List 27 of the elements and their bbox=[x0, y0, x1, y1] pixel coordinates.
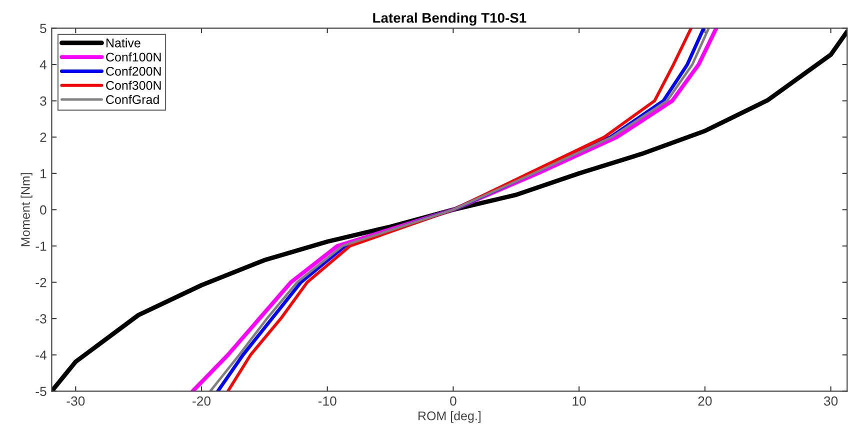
y-tick-label: -4 bbox=[36, 350, 46, 360]
x-tick-label: -10 bbox=[318, 396, 336, 406]
x-tick-label: -20 bbox=[192, 396, 211, 406]
chart-title: Lateral Bending T10-S1 bbox=[373, 12, 526, 26]
y-tick-label: 5 bbox=[40, 24, 46, 34]
x-tick-label: -30 bbox=[66, 396, 85, 406]
y-tick-label: 1 bbox=[40, 169, 46, 178]
x-tick-label: 20 bbox=[698, 396, 712, 406]
y-tick-label: -5 bbox=[36, 386, 46, 396]
y-tick-label: 3 bbox=[40, 96, 46, 106]
y-tick-label: 0 bbox=[40, 205, 46, 215]
x-tick-label: 30 bbox=[824, 396, 838, 406]
legend-label: Conf300N bbox=[106, 80, 161, 90]
legend-label: Native bbox=[106, 38, 140, 48]
y-tick-label: -3 bbox=[36, 314, 46, 324]
y-axis-title: Moment [Nm] bbox=[20, 173, 32, 246]
legend-label: Conf200N bbox=[106, 66, 161, 76]
x-tick-label: 10 bbox=[572, 396, 586, 406]
y-tick-label: -2 bbox=[36, 278, 46, 288]
y-tick-label: 2 bbox=[40, 132, 46, 142]
legend-label: ConfGrad bbox=[106, 94, 159, 104]
line-series bbox=[52, 29, 848, 392]
legend-label: Conf100N bbox=[106, 52, 161, 62]
y-tick-label: -1 bbox=[36, 242, 46, 251]
x-tick-label: 0 bbox=[450, 396, 456, 406]
x-axis-title: ROM [deg.] bbox=[418, 411, 481, 423]
y-tick-label: 4 bbox=[40, 60, 46, 70]
